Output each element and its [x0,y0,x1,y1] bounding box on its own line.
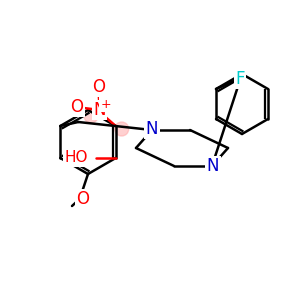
Text: O: O [76,190,89,208]
Text: N: N [207,157,219,175]
Text: HO: HO [64,151,88,166]
Text: F: F [235,70,245,88]
Text: O: O [70,98,83,116]
Text: N: N [146,120,158,138]
Text: +: + [100,98,111,110]
Circle shape [115,122,129,136]
Circle shape [84,109,98,123]
Text: N: N [94,101,106,119]
Text: O: O [92,78,105,96]
